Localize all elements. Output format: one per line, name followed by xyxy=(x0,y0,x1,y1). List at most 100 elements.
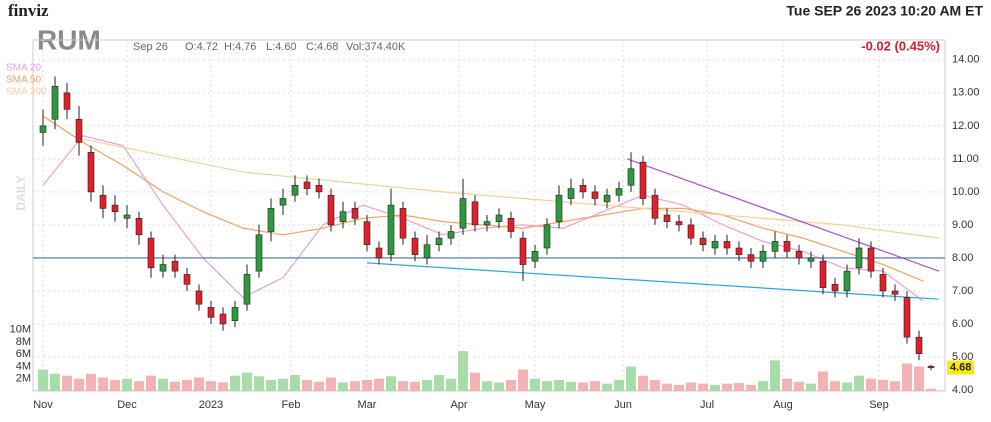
volume-bar xyxy=(278,378,288,391)
volume-bar xyxy=(422,379,432,391)
volume-bar xyxy=(698,383,708,391)
volume-bar xyxy=(182,379,192,391)
candle-body xyxy=(627,168,635,186)
candle-body xyxy=(759,251,767,262)
candle-body xyxy=(63,92,71,110)
candle-body xyxy=(687,224,695,239)
candle-body xyxy=(927,365,935,368)
candle-body xyxy=(747,254,755,262)
candle-body xyxy=(123,214,131,219)
volume-bar xyxy=(614,379,624,391)
volume-bar xyxy=(494,382,504,391)
candle-body xyxy=(495,214,503,222)
sma-line xyxy=(42,115,924,282)
volume-bar xyxy=(350,381,360,391)
volume-bar xyxy=(626,366,636,391)
volume-tick-label: 6M xyxy=(16,348,31,360)
volume-bar xyxy=(326,377,336,391)
candle-body xyxy=(579,184,587,193)
change: -0.02 (0.45%) xyxy=(861,38,940,53)
volume-bar xyxy=(878,379,888,391)
candle-body xyxy=(207,307,215,318)
candle-body xyxy=(771,241,779,252)
candle-body xyxy=(663,214,671,222)
candle-body xyxy=(459,198,467,229)
datetime: Tue SEP 26 2023 10:20 AM ET xyxy=(786,3,983,19)
y-tick-label: 10.00 xyxy=(952,186,980,198)
candle-body xyxy=(135,218,143,236)
candle-body xyxy=(903,297,911,338)
volume-bar xyxy=(842,382,852,391)
candle-body xyxy=(735,247,743,255)
candle-body xyxy=(783,241,791,252)
y-tick-label: 6.00 xyxy=(952,318,973,330)
volume-bar xyxy=(290,375,300,391)
volume-bar xyxy=(914,366,924,391)
candle-body xyxy=(315,184,323,193)
candle-body xyxy=(87,151,95,193)
candle-body xyxy=(291,184,299,196)
candle-body xyxy=(231,307,239,321)
volume-bar xyxy=(74,378,84,391)
candle-body xyxy=(723,241,731,249)
candle-body xyxy=(651,194,659,219)
candle-body xyxy=(915,336,923,354)
candle-body xyxy=(39,125,47,133)
candle-body xyxy=(867,247,875,272)
volume-bar xyxy=(926,388,936,391)
volume-bar xyxy=(650,379,660,391)
volume-bar xyxy=(674,384,684,391)
legend-entry: SMA 20 xyxy=(6,63,41,74)
volume-bar xyxy=(806,383,816,391)
volume-bar xyxy=(134,381,144,391)
ohlc-date: Sep 26 xyxy=(133,41,168,53)
x-tick-label: Jul xyxy=(700,399,714,411)
candle-body xyxy=(699,237,707,246)
candle-body xyxy=(807,257,815,262)
volume-bar xyxy=(446,378,456,391)
volume-bar xyxy=(734,383,744,391)
volume-bar xyxy=(122,378,132,391)
volume-bar xyxy=(386,376,396,391)
candle-body xyxy=(327,194,335,226)
volume-bar xyxy=(746,384,756,391)
candle-body xyxy=(51,85,59,120)
trend-line xyxy=(366,262,940,300)
ohlc-high: H:4.76 xyxy=(224,41,256,53)
volume-bar xyxy=(542,381,552,391)
candle-body xyxy=(219,313,227,325)
y-tick-label: 8.00 xyxy=(952,252,973,264)
candle-body xyxy=(279,198,287,206)
legend-entry: SMA 50 xyxy=(6,75,41,86)
candle-body xyxy=(831,284,839,292)
volume-bar xyxy=(170,381,180,391)
candle-body xyxy=(519,237,527,265)
candle-body xyxy=(471,201,479,226)
candle-body xyxy=(351,208,359,219)
candle-body xyxy=(375,247,383,259)
volume-bar xyxy=(470,372,480,391)
candle-body xyxy=(111,204,119,213)
volume-bar xyxy=(254,376,264,391)
volume-bar xyxy=(518,369,528,391)
candle-body xyxy=(387,204,395,255)
ohlc-open: O:4.72 xyxy=(185,41,218,53)
volume-bar xyxy=(710,384,720,391)
candle-body xyxy=(891,290,899,295)
y-tick-label: 7.00 xyxy=(952,285,973,297)
volume-bar xyxy=(686,382,696,391)
trend-line xyxy=(626,158,940,272)
ohlc-low: L:4.60 xyxy=(266,41,297,53)
x-tick-label: Mar xyxy=(358,399,377,411)
y-tick-label: 11.00 xyxy=(952,153,979,165)
volume-bar xyxy=(590,381,600,391)
volume-bar xyxy=(242,372,252,391)
volume-bar xyxy=(458,351,468,391)
x-tick-label: Apr xyxy=(450,399,467,411)
volume-bar xyxy=(218,382,228,391)
candle-body xyxy=(159,264,167,272)
y-tick-label: 5.00 xyxy=(952,351,973,363)
volume-bar xyxy=(530,378,540,391)
candle-body xyxy=(147,237,155,269)
